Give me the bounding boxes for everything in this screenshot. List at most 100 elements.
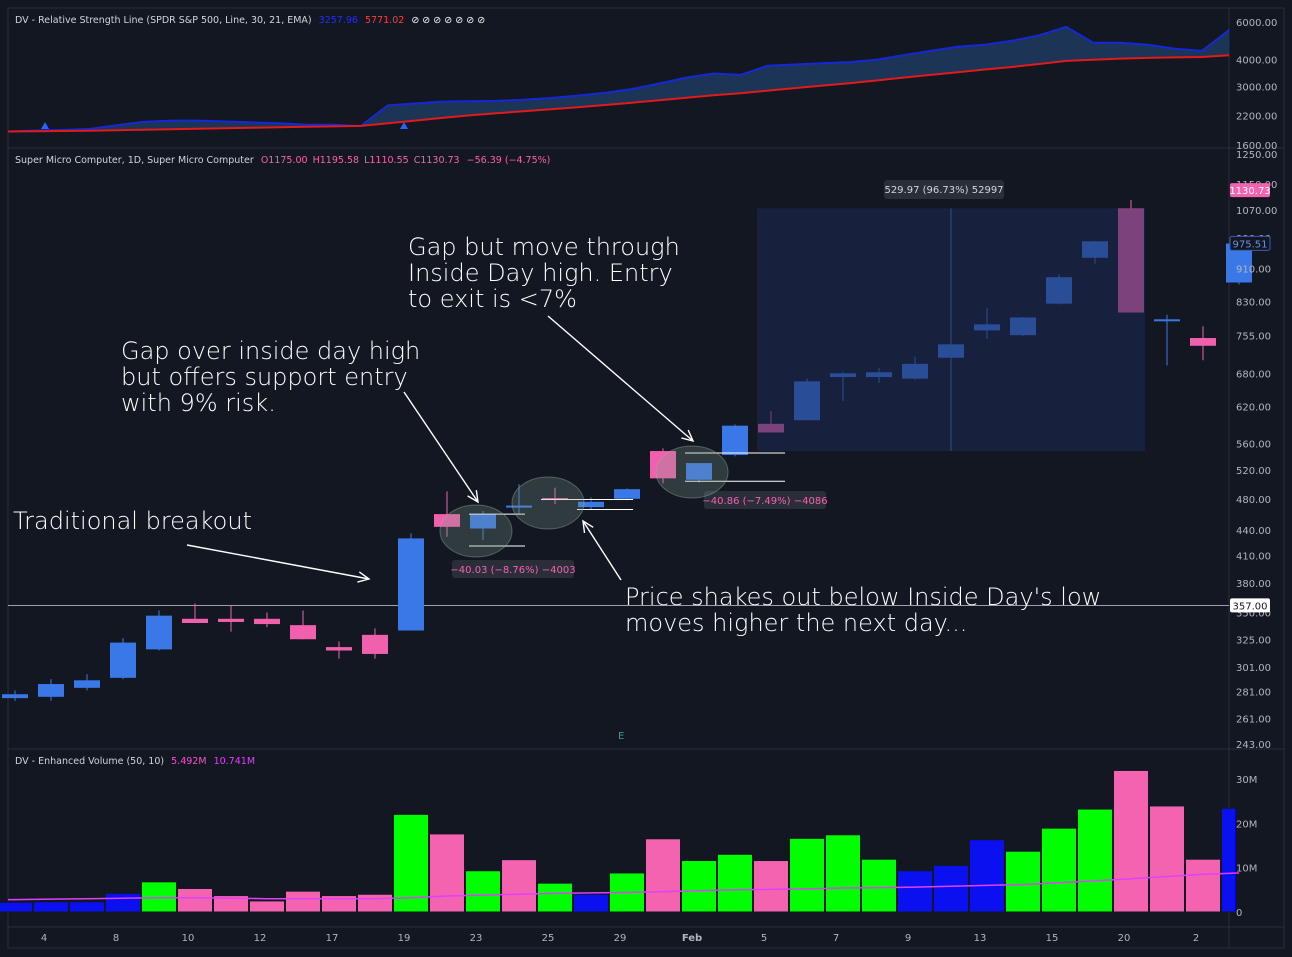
- price-panel-title: Super Micro Computer, 1D, Super Micro Co…: [15, 155, 254, 166]
- volume-bar: [645, 838, 681, 913]
- volume-bar: [897, 870, 933, 913]
- last-price-tag: 1130.73: [1229, 186, 1270, 197]
- candle-up: [506, 505, 532, 508]
- time-tick-label: Feb: [682, 933, 702, 944]
- volume-bar: [33, 901, 69, 913]
- annotation-shakeout: Price shakes out below Inside Day's low …: [625, 583, 1102, 637]
- candle-up: [614, 489, 640, 499]
- time-tick-label: 25: [542, 933, 555, 944]
- arrow-gap-support-head: [467, 490, 479, 504]
- price-tick-label: 325.00: [1236, 635, 1271, 646]
- candle-up: [2, 694, 28, 699]
- price-tick-label: 680.00: [1236, 369, 1271, 380]
- secondary-price-tag-bg: [1229, 235, 1271, 251]
- candle-up: [110, 642, 136, 678]
- volume-panel: [0, 769, 1240, 913]
- ohlc-open: O1175.00: [260, 155, 308, 166]
- candle-down: [542, 498, 568, 501]
- time-tick-label: 29: [614, 933, 627, 944]
- time-tick-label: 13: [974, 933, 987, 944]
- price-tick-label: 281.00: [1236, 688, 1271, 699]
- volume-bar: [249, 900, 285, 913]
- time-tick-label: 15: [1046, 933, 1059, 944]
- time-tick-label: 19: [398, 933, 411, 944]
- price-panel-header: Super Micro Computer, 1D, Super Micro Co…: [15, 155, 554, 166]
- arrow-breakout: [186, 544, 370, 580]
- ohlc-low: L1110.55: [364, 155, 409, 166]
- rs-tick-label: 2200.00: [1236, 111, 1277, 122]
- time-tick-label: 9: [905, 933, 911, 944]
- volume-bar: [357, 893, 393, 913]
- rs-line-panel: [7, 25, 1230, 133]
- volume-tick-label: 30M: [1236, 775, 1257, 786]
- volume-value-2: 10.741M: [213, 756, 256, 767]
- time-tick-label: 7: [833, 933, 839, 944]
- risk-label-2: −40.86 (−7.49%) −4086: [702, 496, 827, 507]
- time-tick-label: 5: [761, 933, 767, 944]
- candle-up: [146, 615, 172, 650]
- price-change: −56.39 (−4.75%): [466, 155, 551, 166]
- volume-bar: [141, 881, 177, 913]
- candle-up: [578, 501, 604, 508]
- rs-tick-label: 3000.00: [1236, 83, 1277, 94]
- ohlc-close: C1130.73: [413, 155, 460, 166]
- volume-bar: [1113, 769, 1149, 913]
- rs-line-series: [7, 25, 1230, 133]
- volume-bar: [1005, 850, 1041, 913]
- arrow-shakeout: [582, 520, 622, 581]
- time-tick-label: 23: [470, 933, 483, 944]
- volume-bar: [501, 859, 537, 913]
- rs-tick-label: 4000.00: [1236, 56, 1277, 67]
- annotation-gap-support: Gap over inside day high but offers supp…: [121, 337, 421, 417]
- measure-label: 529.97 (96.73%) 52997: [884, 185, 1003, 196]
- candle-down: [254, 618, 280, 625]
- price-tick-label: 520.00: [1236, 466, 1271, 477]
- drawing-overlays: 529.97 (96.73%) 52997 −40.03 (−8.76%) −40…: [186, 180, 1145, 583]
- arrow-gap-support: [403, 391, 479, 503]
- price-tick-label: 1250.00: [1236, 150, 1277, 161]
- volume-bar: [1077, 808, 1113, 913]
- risk-label-1-bg: [452, 560, 574, 578]
- volume-bar: [321, 895, 357, 913]
- volume-tick-label: 10M: [1236, 864, 1257, 875]
- rs-panel-header: DV - Relative Strength Line (SPDR S&P 50…: [15, 15, 489, 26]
- candle-down: [290, 625, 316, 640]
- price-tick-label: 410.00: [1236, 552, 1271, 563]
- price-tick-label: 440.00: [1236, 526, 1271, 537]
- price-tick-label: 620.00: [1236, 403, 1271, 414]
- inside-day-highlight: [511, 476, 585, 530]
- price-tick-label: 1070.00: [1236, 206, 1277, 217]
- volume-ma-line: [8, 872, 1240, 901]
- volume-tick-label: 0: [1236, 908, 1242, 919]
- arrow-shakeout-head: [582, 519, 594, 533]
- arrow-gap-through: [547, 315, 694, 442]
- rs-panel-title: DV - Relative Strength Line (SPDR S&P 50…: [15, 15, 312, 26]
- volume-bar: [465, 870, 501, 913]
- volume-bar: [285, 890, 321, 913]
- secondary-price-tag: 975.51: [1233, 239, 1268, 250]
- price-tick-label: 755.00: [1236, 332, 1271, 343]
- volume-bar: [213, 895, 249, 913]
- candle-up: [722, 425, 748, 456]
- time-tick-label: 8: [113, 933, 119, 944]
- candle-up: [1154, 319, 1180, 322]
- risk-label-1: −40.03 (−8.76%) −4003: [450, 565, 575, 576]
- chart-frame: [7, 7, 1285, 949]
- candle-up: [686, 463, 712, 480]
- last-price-tag-bg: [1230, 183, 1270, 198]
- arrow-gap-through-head: [681, 429, 695, 443]
- inside-day-highlight: [439, 504, 513, 558]
- volume-bar: [1149, 805, 1185, 913]
- candle-down: [434, 514, 460, 527]
- price-tick-label: 301.00: [1236, 663, 1271, 674]
- volume-bar: [0, 901, 33, 913]
- ohlc-high: H1195.58: [312, 155, 360, 166]
- volume-bar: [789, 837, 825, 913]
- measure-label-bg: [884, 180, 1004, 199]
- volume-value-1: 5.492M: [171, 756, 207, 767]
- earnings-marker[interactable]: E: [618, 731, 625, 742]
- volume-bar: [573, 893, 609, 913]
- risk-label-2-bg: [704, 491, 826, 509]
- volume-panel-title: DV - Enhanced Volume (50, 10): [15, 756, 165, 767]
